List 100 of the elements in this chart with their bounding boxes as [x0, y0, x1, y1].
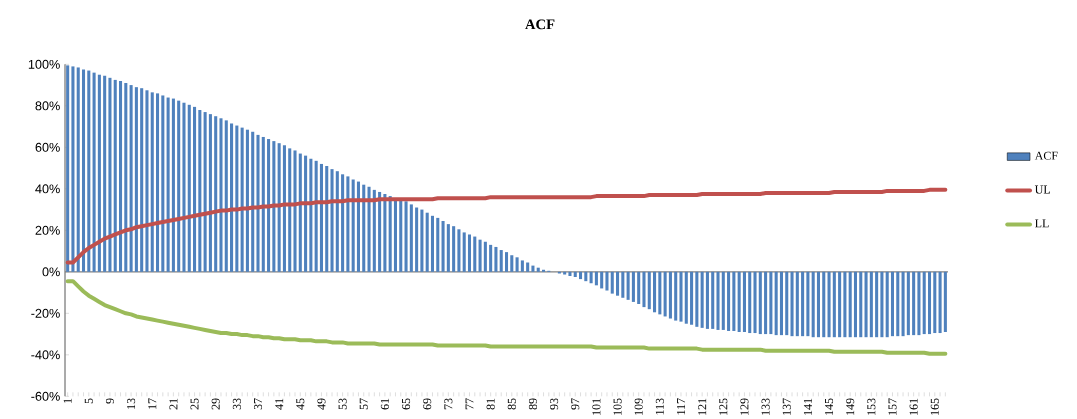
bar [880, 271, 884, 338]
bar [367, 186, 371, 272]
y-tick-label: -40% [31, 350, 60, 360]
bar [140, 88, 144, 272]
x-tick-label: 93 [550, 398, 559, 410]
bar [462, 232, 466, 272]
bar [309, 158, 313, 272]
bar [378, 191, 382, 272]
bar [446, 224, 450, 272]
x-tick-label: 61 [380, 398, 389, 410]
bar [76, 67, 80, 272]
bar [732, 271, 736, 331]
bar [245, 129, 249, 272]
bar [679, 271, 683, 322]
bar [267, 139, 271, 272]
bar [674, 271, 678, 321]
bar [319, 163, 323, 272]
bar [526, 262, 530, 272]
x-tick-label: 129 [740, 398, 749, 415]
bar [452, 226, 456, 272]
bar [668, 271, 672, 319]
bar [695, 271, 699, 327]
bar [325, 166, 329, 272]
bar [906, 271, 910, 336]
bar [282, 145, 286, 272]
bar [298, 153, 302, 272]
bar [404, 201, 408, 272]
bar [372, 189, 376, 272]
x-tick-label: 21 [169, 398, 178, 410]
bar [700, 271, 704, 328]
bar [785, 271, 789, 336]
x-tick-label: 73 [444, 398, 453, 410]
bar [362, 184, 366, 272]
bar [113, 79, 117, 272]
bar [896, 271, 900, 337]
bar [594, 271, 598, 286]
x-tick-label: 97 [571, 398, 580, 410]
x-tick-label: 101 [592, 398, 601, 415]
bar [536, 267, 540, 272]
bar [134, 87, 138, 272]
y-tick-label: 20% [35, 225, 60, 235]
bar [473, 236, 477, 272]
bar [541, 269, 546, 272]
bar [864, 271, 868, 338]
bar [626, 271, 630, 300]
bar [499, 250, 503, 272]
x-tick-label: 153 [867, 398, 876, 415]
bar [304, 155, 308, 272]
bar [642, 271, 646, 308]
bar [859, 271, 863, 338]
x-tick-label: 37 [253, 398, 263, 410]
bar [938, 271, 942, 334]
bar [610, 271, 614, 294]
bar [764, 271, 768, 335]
bar [621, 271, 625, 298]
bar [66, 65, 70, 272]
y-tick-label: 100% [28, 59, 60, 69]
bar [790, 271, 794, 337]
bar [346, 176, 350, 272]
x-tick-label: 165 [930, 398, 939, 415]
legend-label: ACF [1034, 151, 1058, 160]
x-tick-label: 137 [782, 398, 791, 415]
bar [563, 271, 567, 275]
bar [653, 271, 657, 313]
bar [256, 134, 260, 272]
x-tick-label: 121 [698, 398, 707, 415]
bar [769, 271, 773, 335]
bar [616, 271, 620, 296]
x-tick-label: 65 [402, 398, 411, 410]
bar [288, 148, 292, 272]
bar [890, 271, 895, 337]
bar [177, 100, 181, 272]
bar [92, 72, 96, 272]
bar [875, 271, 879, 338]
bar [182, 102, 186, 272]
x-tick-label: 145 [825, 398, 834, 415]
bar [801, 271, 805, 337]
bar [118, 80, 123, 272]
bar [912, 271, 916, 336]
bar [589, 271, 593, 284]
bar [816, 271, 820, 338]
bar [224, 120, 228, 272]
bar [198, 109, 202, 272]
bar [430, 215, 435, 272]
legend-label: UL [1034, 185, 1050, 194]
bar [758, 271, 762, 335]
bar [748, 271, 752, 334]
x-tick-label: 89 [528, 398, 537, 410]
bar [901, 271, 905, 337]
bar [341, 174, 345, 272]
bar [166, 97, 170, 272]
bar [335, 171, 339, 272]
bar [658, 271, 662, 315]
x-tick-label: 13 [127, 398, 136, 409]
x-tick-label: 17 [148, 398, 157, 409]
y-tick-label: -20% [31, 308, 60, 318]
x-tick-label: 57 [359, 398, 368, 410]
chart-title: ACF [525, 19, 555, 30]
bar [393, 198, 398, 272]
bar [161, 95, 165, 272]
